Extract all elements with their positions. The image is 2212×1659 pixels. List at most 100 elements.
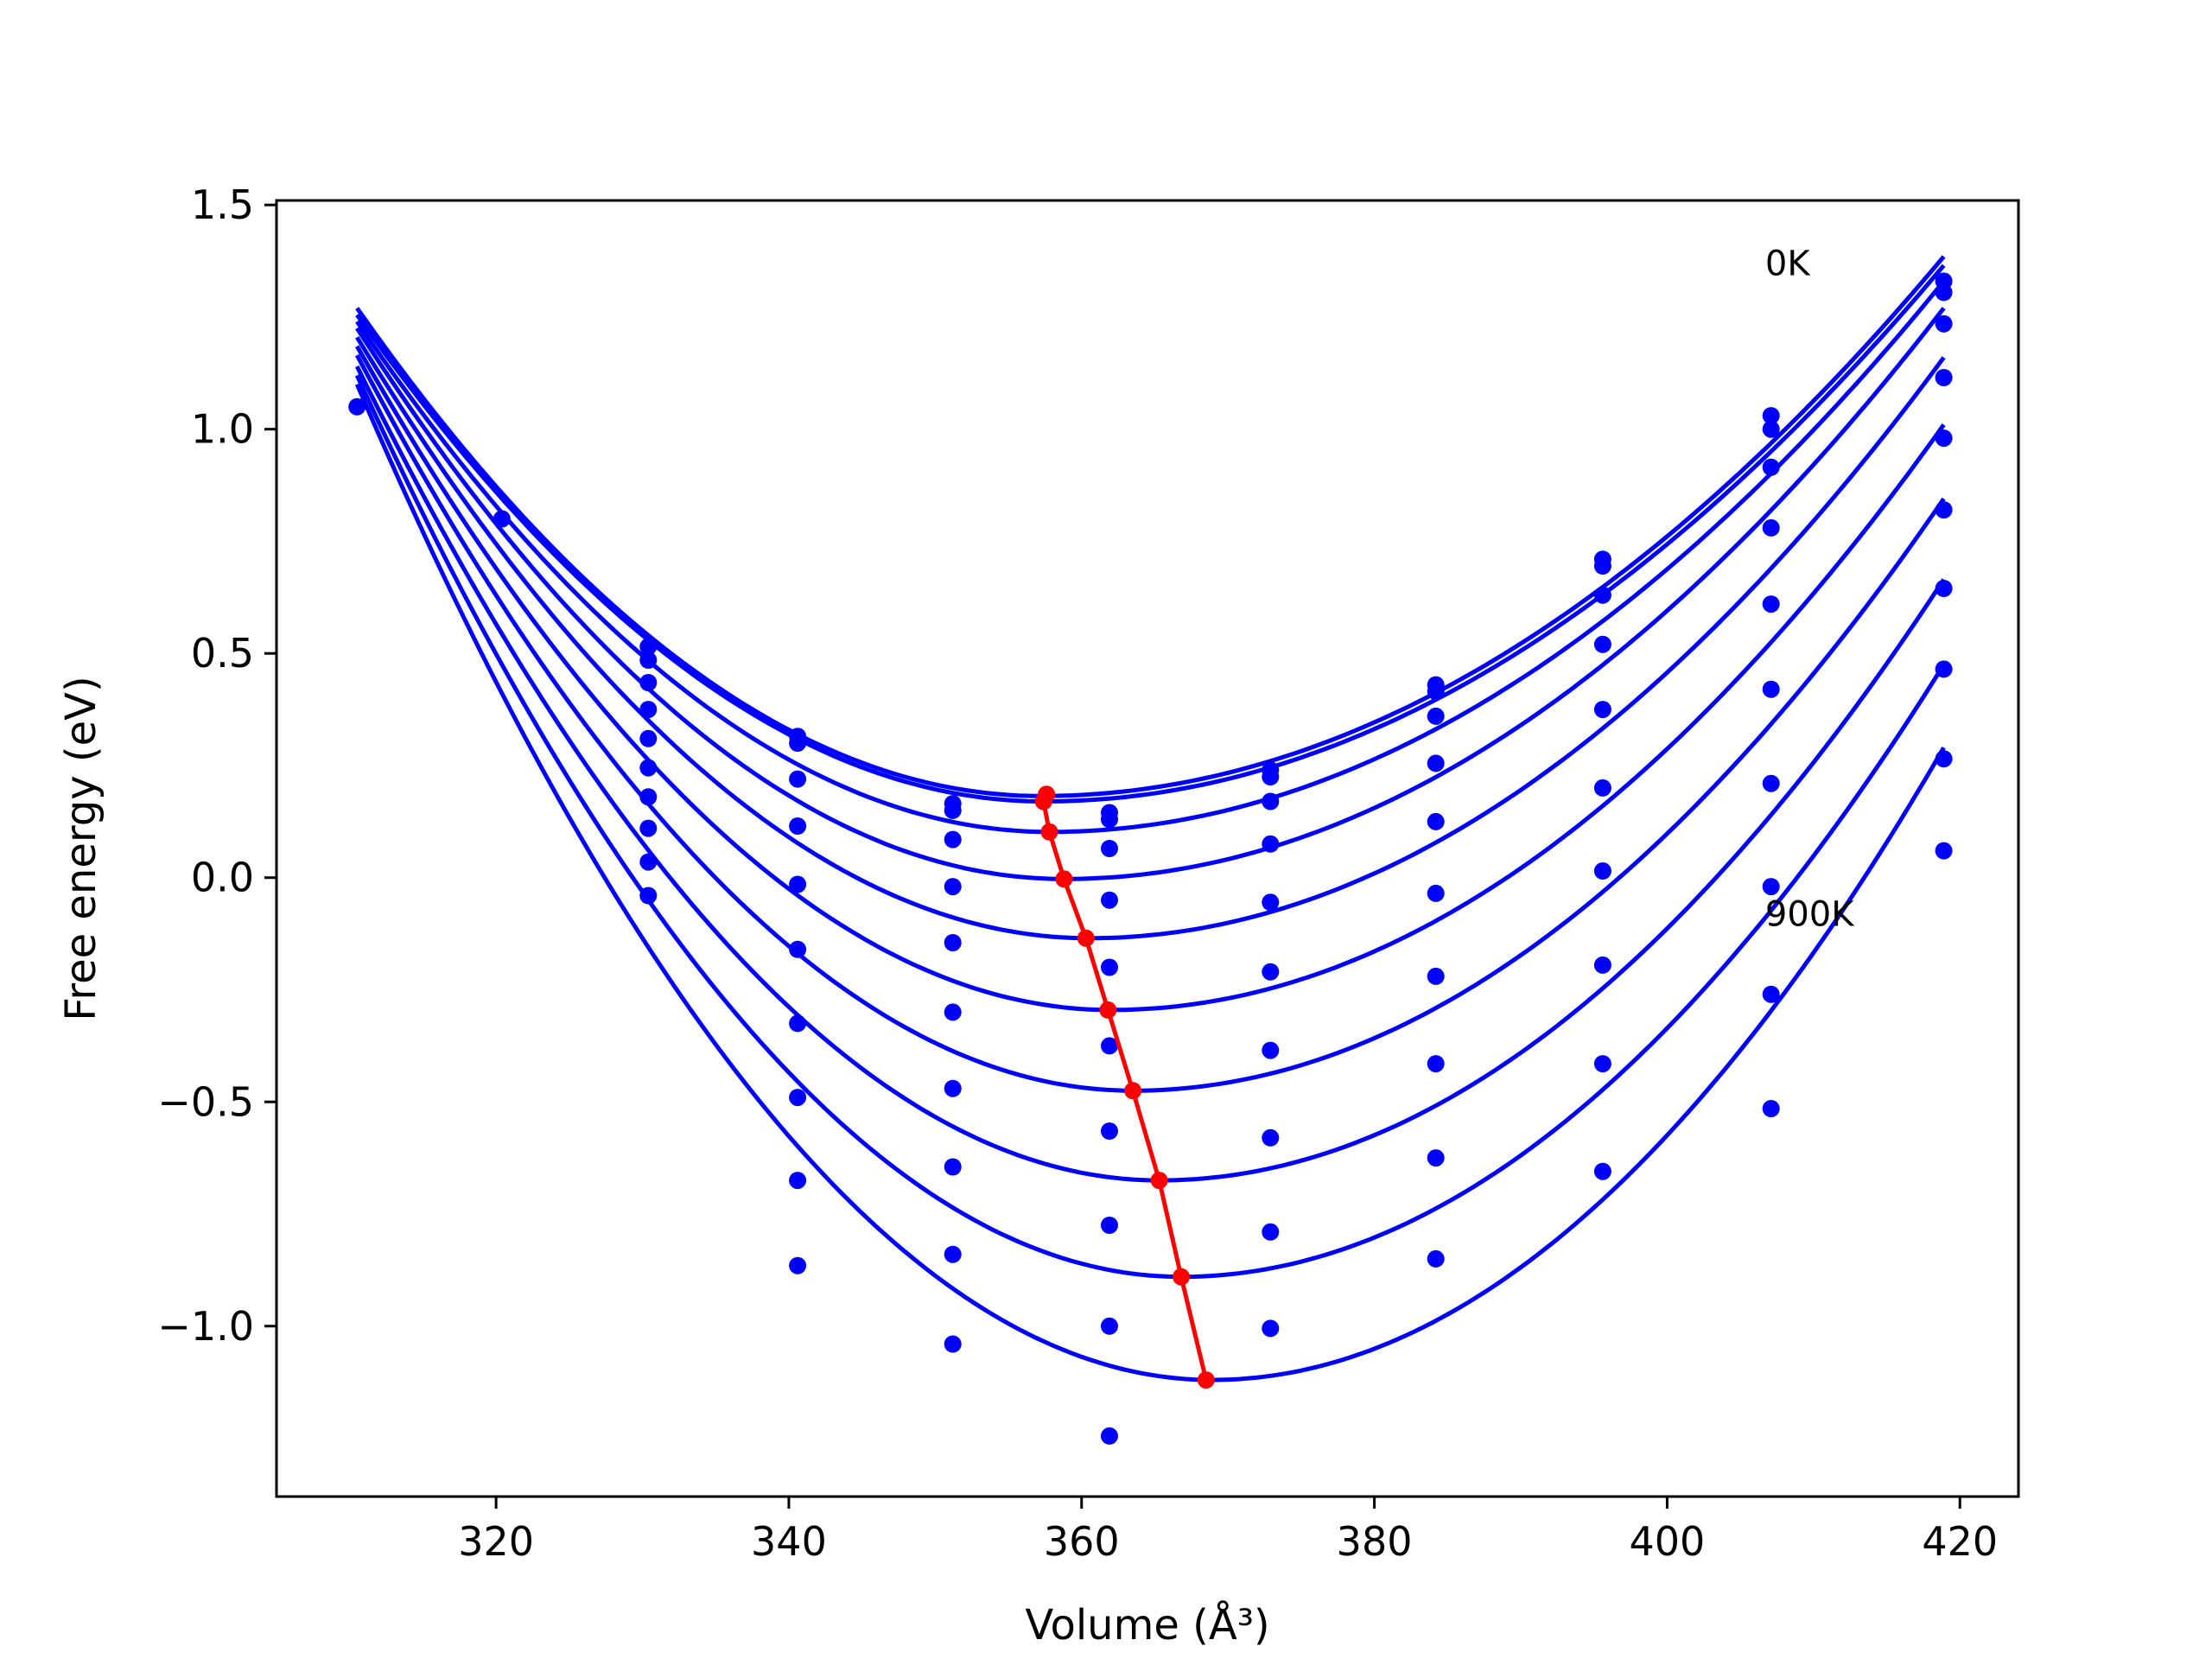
data-point [1427,812,1445,830]
minimum-point [1040,823,1058,841]
data-point [639,887,658,905]
data-point [1101,1037,1118,1055]
fit-curve-9 [354,374,1946,1280]
data-point [1762,458,1780,476]
y-tick-label: −1.0 [157,1303,254,1350]
data-point [944,830,962,849]
data-point [1101,1122,1118,1140]
data-point [1762,680,1780,698]
fit-curve-10 [354,383,1946,1382]
data-point [1935,580,1953,597]
data-point [1427,707,1445,725]
data-point [1262,1223,1280,1241]
data-point [1427,884,1445,902]
data-point [1593,586,1611,604]
y-tick-label: 0.0 [191,855,254,901]
data-point [1762,774,1780,792]
data-point [789,940,807,958]
data-point [1101,1427,1118,1445]
data-point [1262,1319,1280,1338]
data-point [944,801,962,819]
data-point [1593,779,1611,797]
minimum-point [1150,1172,1168,1190]
minimum-point [1173,1268,1190,1286]
data-point [1427,1149,1445,1167]
data-point [1262,1041,1280,1059]
data-points [348,272,1953,1445]
data-point [1935,842,1953,860]
data-point [789,875,807,893]
fit-curve-7 [354,353,1946,1093]
minima-polyline [1041,793,1209,1381]
fit-curve-4 [355,307,1946,881]
x-tick-label: 380 [1337,1518,1413,1565]
minimum-point [1099,1001,1117,1019]
data-point [944,1079,962,1097]
data-point [789,817,807,835]
data-point [639,853,658,871]
data-point [1262,835,1280,853]
data-point [1935,369,1953,386]
data-point [1101,891,1118,909]
data-point [639,674,658,691]
data-point [1762,1100,1780,1117]
data-point [1262,963,1280,981]
data-point [789,1014,807,1033]
data-point [1762,420,1780,438]
y-tick-label: 1.5 [191,181,254,228]
y-axis-label: Free energy (eV) [57,676,105,1020]
y-tick-label: 0.5 [191,630,254,677]
annotation-label: 900K [1765,894,1855,934]
x-axis-label: Volume (Å³) [1025,1600,1269,1649]
data-point [1101,1217,1118,1234]
data-point [1593,557,1611,575]
data-point [639,759,658,777]
data-point [1262,768,1280,785]
data-point [1593,956,1611,974]
data-point [1935,429,1953,448]
data-point [1427,967,1445,985]
y-axis-ticks: 1.5 1.0 0.5 0.0 −0.5 −1.0 [157,181,276,1350]
data-point [789,1256,807,1274]
minimum-point [1077,929,1095,947]
data-point [1101,1317,1118,1335]
data-point [1762,595,1780,613]
data-point [944,1158,962,1176]
data-point [944,878,962,896]
fit-curve-2 [355,264,1946,804]
minimum-point [1034,792,1052,810]
data-point [1935,750,1953,768]
x-axis-ticks: 320 340 360 380 400 420 [458,1497,1998,1565]
minimum-point [1124,1082,1142,1100]
y-tick-label: 1.0 [191,406,254,453]
data-point [1935,283,1953,302]
data-point [1262,792,1280,810]
fit-curve-5 [355,335,1946,941]
x-tick-label: 420 [1922,1518,1998,1565]
x-tick-label: 360 [1044,1518,1120,1565]
x-tick-label: 340 [751,1518,827,1565]
data-point [348,397,366,416]
data-point [1762,878,1780,896]
minimum-point [1055,870,1073,888]
data-point [1593,635,1611,653]
x-tick-label: 400 [1630,1518,1706,1565]
data-point [639,638,658,656]
data-point [1593,1055,1611,1073]
data-point [1762,518,1780,537]
data-point [944,1335,962,1353]
data-point [1762,985,1780,1003]
minima-line [1034,785,1215,1389]
data-point [944,1003,962,1021]
data-point [1427,1055,1445,1073]
data-point [639,652,658,669]
x-tick-label: 320 [458,1518,534,1565]
data-point [789,734,807,752]
data-point [639,788,658,806]
fit-curve-1 [355,255,1946,798]
annotations: 0K 900K [1765,245,1855,935]
fit-curve-8 [354,365,1946,1183]
data-point [1427,1249,1445,1268]
data-point [1762,407,1780,425]
